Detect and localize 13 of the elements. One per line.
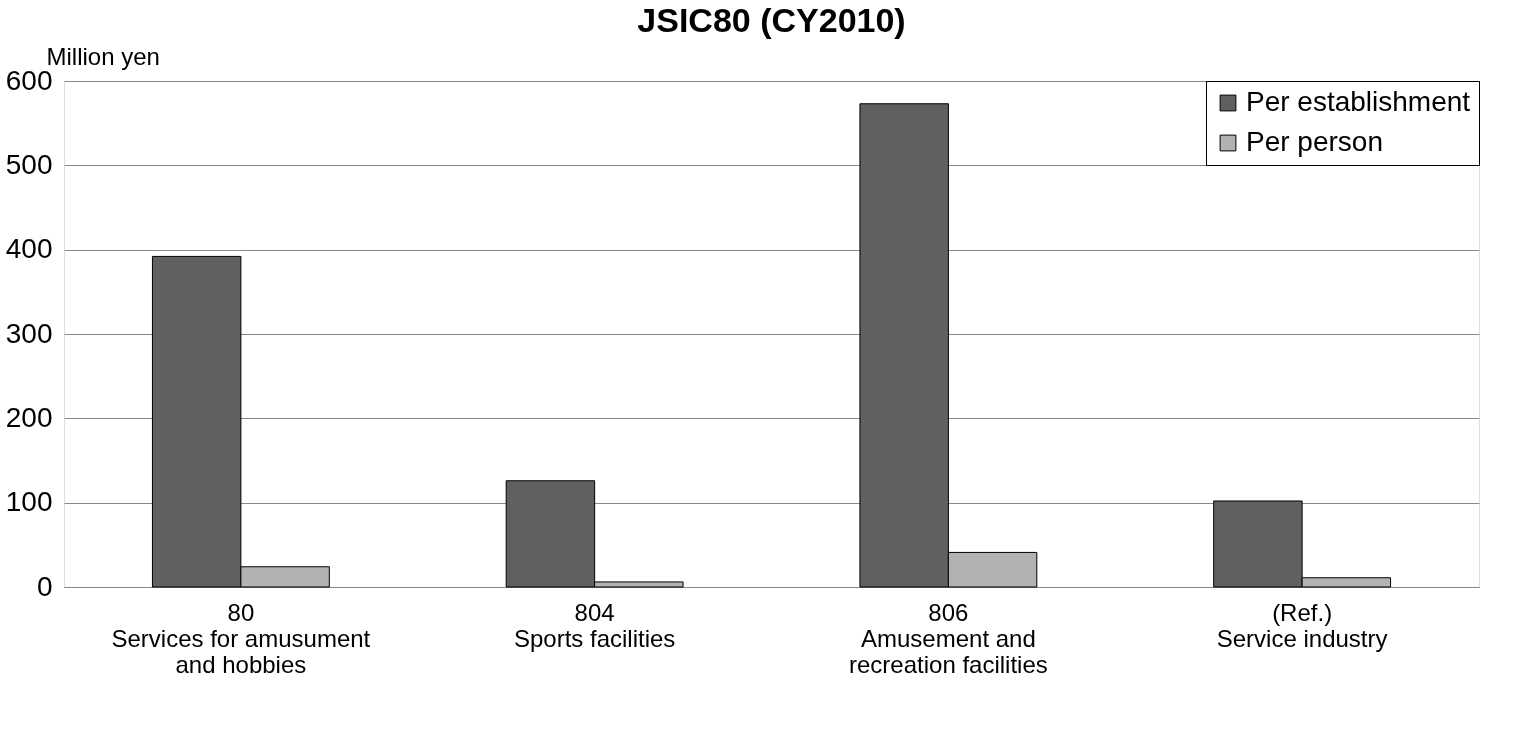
y-tick-label: 200	[5, 401, 53, 433]
x-tick-label: (Ref.) Service industry	[1216, 598, 1388, 652]
legend-label: Per person	[1246, 126, 1383, 157]
x-tick-label: 804 Sports facilities	[513, 598, 676, 652]
y-tick-label: 500	[5, 148, 53, 180]
x-tick-label: 806 Amusement and recreation facilities	[849, 598, 1048, 678]
y-tick-label: 100	[5, 486, 53, 518]
x-tick-label: 80 Services for amusument and hobbies	[111, 598, 371, 678]
y-tick-label: 400	[5, 233, 53, 265]
legend-label: Per establishment	[1246, 86, 1471, 117]
y-tick-label: 300	[5, 317, 53, 349]
y-tick-label: 0	[36, 570, 53, 602]
chart-title: JSIC80 (CY2010)	[637, 1, 906, 39]
